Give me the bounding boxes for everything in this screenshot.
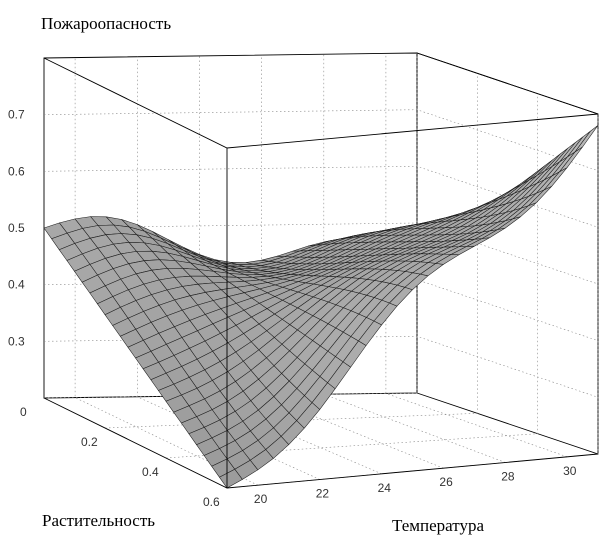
- z-gridline: [43, 165, 599, 228]
- y-tick-label: 0.4: [142, 465, 159, 479]
- z-axis-title: Пожароопасность: [41, 14, 171, 33]
- x-tick-label: 24: [378, 481, 392, 495]
- axes-box-front: [43, 52, 599, 489]
- x-tick-label: 22: [316, 487, 330, 501]
- x-gridline: [199, 55, 382, 475]
- x-tick-label: 26: [439, 475, 453, 489]
- surface-patch: [574, 125, 599, 153]
- top-front-edges: [43, 52, 599, 149]
- z-gridline: [43, 109, 599, 171]
- z-tick-label: 0.4: [8, 278, 25, 292]
- x-gridline: [323, 54, 506, 463]
- z-tick-label: 0.7: [8, 108, 25, 122]
- y-tick-label: 0: [20, 405, 27, 419]
- surface-patch: [567, 130, 591, 158]
- y-axis-title: Растительность: [42, 511, 155, 530]
- x-tick-label: 28: [501, 470, 515, 484]
- z-tick-label: 0.3: [8, 334, 25, 348]
- y-gridline: [165, 93, 539, 459]
- x-tick-label: 30: [563, 464, 577, 478]
- z-tick-label: 0.5: [8, 221, 25, 235]
- z-tick-label: 0.6: [8, 164, 25, 178]
- z-gridline: [43, 222, 599, 285]
- surface-mesh: [43, 125, 599, 489]
- tick-labels: 0.3 0.4 0.5 0.6 0.7 20 22 24 26 28 30 0 0.2 0.4 0.6: [8, 108, 577, 509]
- y-tick-label: 0.6: [203, 495, 220, 509]
- x-axis-title: Температура: [392, 516, 484, 535]
- floor-front-edges: [43, 397, 599, 489]
- x-gridline: [74, 57, 259, 486]
- y-tick-label: 0.2: [81, 435, 98, 449]
- x-tick-label: 20: [254, 492, 268, 506]
